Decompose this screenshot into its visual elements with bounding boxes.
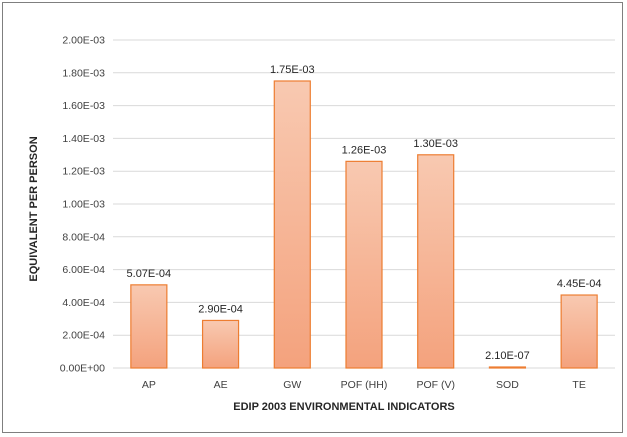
- data-label: 1.26E-03: [342, 144, 387, 156]
- y-axis-title: EQUIVALENT PER PERSON: [28, 136, 40, 281]
- bars: [130, 80, 598, 369]
- y-tick-label: 2.00E-03: [62, 35, 105, 47]
- y-tick-label: 4.00E-04: [62, 297, 105, 309]
- bar-gw: [273, 80, 311, 369]
- bar-ae: [201, 319, 240, 369]
- x-tick-label: TE: [572, 379, 585, 391]
- bar-te: [560, 294, 598, 369]
- x-tick-label: GW: [283, 379, 301, 391]
- x-tick-label: AP: [142, 379, 156, 391]
- data-label: 4.45E-04: [557, 278, 602, 290]
- data-label: 2.10E-07: [485, 350, 530, 362]
- y-tick-label: 0.00E+00: [60, 363, 105, 375]
- y-tick-label: 1.80E-03: [62, 67, 105, 79]
- y-tick-label: 6.00E-04: [62, 264, 105, 276]
- data-label: 1.75E-03: [270, 64, 315, 76]
- y-tick-label: 8.00E-04: [62, 231, 105, 243]
- y-tick-label: 1.00E-03: [62, 199, 105, 211]
- bar-pof-v: [417, 154, 455, 369]
- x-axis-title: EDIP 2003 ENVIRONMENTAL INDICATORS: [233, 401, 454, 413]
- y-tick-label: 2.00E-04: [62, 330, 105, 342]
- y-tick-labels: 0.00E+00 2.00E-04 4.00E-04 6.00E-04 8.00E-04…: [60, 35, 105, 375]
- y-tick-label: 1.40E-03: [62, 133, 105, 145]
- chart-frame: 0.00E+00 2.00E-04 4.00E-04 6.00E-04 8.00E-04…: [2, 2, 623, 433]
- x-tick-label: POF (V): [416, 379, 455, 391]
- x-tick-label: AE: [214, 379, 228, 391]
- data-label: 1.30E-03: [413, 138, 458, 150]
- x-tick-label: SOD: [496, 379, 519, 391]
- bar-ap: [130, 284, 168, 369]
- x-tick-label: POF (HH): [341, 379, 388, 391]
- bar-sod: [488, 366, 527, 369]
- bar-chart: 0.00E+00 2.00E-04 4.00E-04 6.00E-04 8.00E-04…: [28, 35, 615, 413]
- y-tick-label: 1.60E-03: [62, 100, 105, 112]
- data-label: 2.90E-04: [198, 303, 243, 315]
- bar-pof-hh: [345, 160, 383, 369]
- data-label: 5.07E-04: [127, 268, 172, 280]
- y-tick-label: 1.20E-03: [62, 166, 105, 178]
- data-labels: 5.07E-04 2.90E-04 1.75E-03 1.26E-03 1.30E-03…: [127, 64, 602, 362]
- x-tick-labels: AP AE GW POF (HH) POF (V) SOD TE: [142, 379, 586, 391]
